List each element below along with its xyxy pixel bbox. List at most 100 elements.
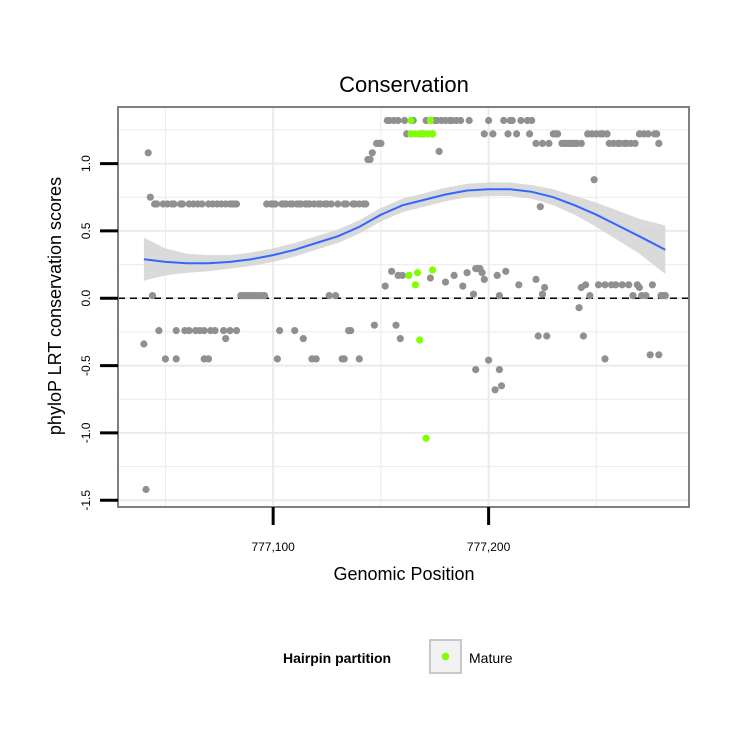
data-point bbox=[472, 366, 480, 374]
legend: Hairpin partition Mature bbox=[283, 639, 513, 674]
data-point bbox=[480, 130, 488, 138]
data-point bbox=[260, 292, 269, 300]
data-points bbox=[140, 116, 669, 494]
data-point bbox=[653, 130, 661, 138]
data-point bbox=[153, 200, 161, 208]
data-point bbox=[276, 327, 284, 335]
data-point bbox=[642, 292, 650, 300]
data-point bbox=[200, 327, 208, 335]
data-point bbox=[497, 382, 506, 390]
data-point bbox=[538, 139, 547, 147]
data-point bbox=[655, 351, 663, 359]
data-point bbox=[491, 386, 499, 394]
data-point bbox=[465, 116, 473, 125]
data-point bbox=[271, 200, 279, 208]
data-point bbox=[508, 116, 516, 125]
data-point bbox=[392, 321, 400, 329]
data-point bbox=[220, 327, 228, 335]
data-point bbox=[532, 139, 540, 147]
data-point bbox=[618, 281, 626, 289]
legend-mature-dot bbox=[441, 652, 450, 661]
chart-title: Conservation bbox=[339, 72, 469, 97]
mature-point bbox=[416, 336, 424, 344]
x-axis: 777,100 777,200 bbox=[251, 507, 511, 554]
data-point bbox=[142, 485, 150, 494]
data-point bbox=[291, 327, 299, 335]
data-point bbox=[631, 139, 639, 147]
data-point bbox=[495, 366, 503, 374]
data-point bbox=[603, 130, 611, 138]
mature-point bbox=[426, 116, 434, 125]
data-point bbox=[377, 139, 385, 147]
data-point bbox=[590, 176, 598, 184]
data-point bbox=[334, 200, 342, 208]
data-point bbox=[646, 351, 654, 359]
data-point bbox=[577, 139, 585, 147]
plot-panel bbox=[118, 107, 689, 507]
data-point bbox=[273, 355, 281, 363]
data-point bbox=[161, 355, 169, 363]
data-point bbox=[366, 155, 374, 164]
data-point bbox=[312, 355, 320, 363]
data-point bbox=[502, 267, 510, 275]
data-point bbox=[532, 275, 540, 283]
data-point bbox=[582, 281, 590, 289]
x-tick-label: 777,100 bbox=[251, 540, 295, 554]
data-point bbox=[457, 116, 465, 125]
data-point bbox=[513, 130, 521, 138]
data-point bbox=[299, 335, 307, 343]
data-point bbox=[489, 130, 497, 138]
data-point bbox=[625, 281, 633, 289]
data-point bbox=[601, 281, 609, 289]
mature-points bbox=[405, 116, 437, 442]
data-point bbox=[396, 335, 404, 343]
data-point bbox=[355, 355, 363, 363]
data-point bbox=[368, 149, 376, 157]
data-point bbox=[198, 200, 206, 208]
data-point bbox=[594, 281, 603, 289]
data-point bbox=[543, 332, 551, 340]
data-point bbox=[347, 327, 355, 335]
data-point bbox=[545, 139, 553, 147]
data-point bbox=[170, 200, 178, 208]
data-point bbox=[538, 290, 547, 298]
data-point bbox=[441, 278, 450, 286]
data-point bbox=[232, 200, 241, 208]
data-point bbox=[459, 282, 467, 290]
data-point bbox=[480, 275, 488, 283]
data-point bbox=[435, 147, 443, 155]
data-point bbox=[601, 355, 609, 363]
y-tick-label: 0.0 bbox=[79, 290, 93, 307]
data-point bbox=[515, 281, 523, 289]
data-point bbox=[226, 327, 234, 335]
data-point bbox=[185, 327, 193, 335]
mature-point bbox=[407, 116, 415, 125]
data-point bbox=[629, 292, 637, 300]
data-point bbox=[222, 335, 230, 343]
data-point bbox=[541, 283, 549, 292]
data-point bbox=[463, 269, 471, 277]
y-axis-title: phyloP LRT conservation scores bbox=[45, 177, 65, 435]
y-tick-label: -1.0 bbox=[79, 422, 93, 443]
y-tick-label: 0.5 bbox=[79, 222, 93, 239]
data-point bbox=[504, 130, 512, 138]
y-tick-label: -0.5 bbox=[79, 355, 93, 376]
data-point bbox=[148, 292, 157, 300]
data-point bbox=[426, 274, 434, 282]
data-point bbox=[495, 292, 503, 300]
data-point bbox=[500, 116, 508, 125]
data-point bbox=[155, 327, 163, 335]
data-point bbox=[469, 290, 478, 298]
data-point bbox=[401, 116, 409, 125]
data-point bbox=[536, 203, 544, 211]
y-axis: -1.5 -1.0 -0.5 0.0 0.5 1.0 bbox=[79, 155, 118, 511]
data-point bbox=[528, 116, 536, 125]
data-point bbox=[579, 332, 588, 340]
y-tick-label: 1.0 bbox=[79, 155, 93, 172]
mature-point bbox=[429, 266, 437, 274]
data-point bbox=[388, 267, 396, 275]
data-point bbox=[381, 282, 389, 290]
data-point bbox=[211, 327, 219, 335]
mature-point bbox=[422, 434, 430, 442]
